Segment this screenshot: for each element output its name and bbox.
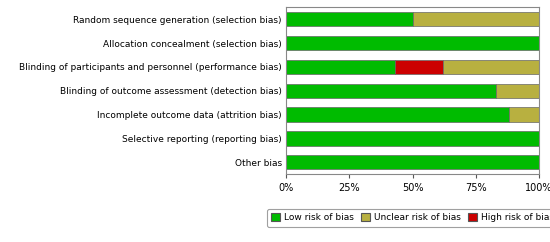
Bar <box>412 12 539 26</box>
Bar <box>286 131 539 146</box>
Bar <box>395 60 443 74</box>
Bar <box>286 83 496 98</box>
Bar <box>509 107 539 122</box>
Bar <box>443 60 539 74</box>
Bar <box>286 155 539 169</box>
Bar <box>496 83 539 98</box>
Legend: Low risk of bias, Unclear risk of bias, High risk of bias: Low risk of bias, Unclear risk of bias, … <box>267 209 550 227</box>
Bar <box>286 107 509 122</box>
Bar <box>286 36 539 50</box>
Bar <box>286 60 395 74</box>
Bar <box>286 12 412 26</box>
